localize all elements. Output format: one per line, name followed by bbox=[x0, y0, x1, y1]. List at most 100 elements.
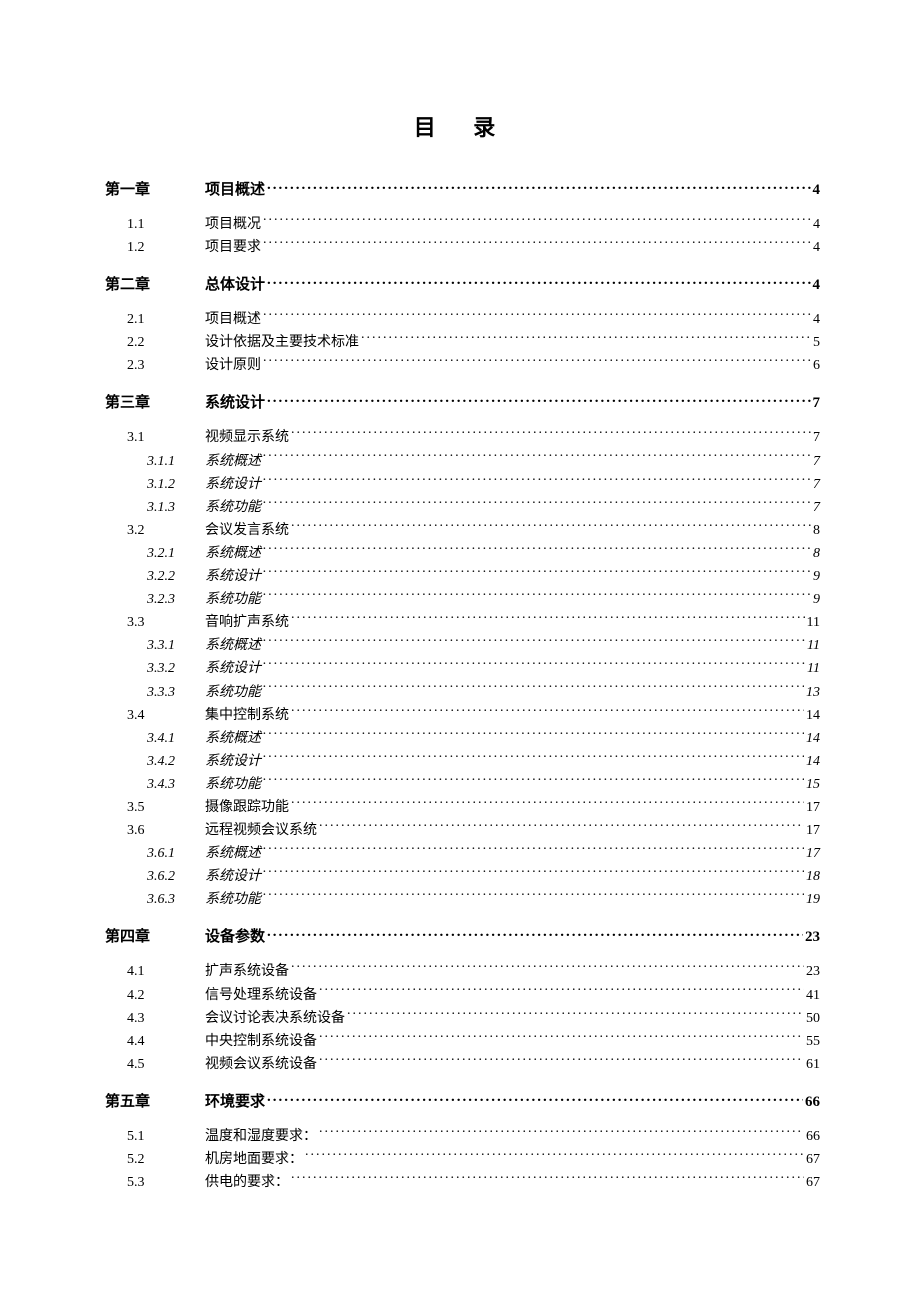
toc-entry[interactable]: 3.3.3系统功能13 bbox=[105, 681, 820, 704]
toc-entry-title: 视频显示系统 bbox=[205, 426, 289, 449]
toc-entry-page: 14 bbox=[806, 750, 820, 773]
toc-entry-title: 系统功能 bbox=[205, 888, 261, 911]
toc-entry-title: 项目概述 bbox=[205, 308, 261, 331]
toc-entry-number: 第一章 bbox=[105, 178, 205, 199]
toc-entry-page: 17 bbox=[806, 842, 820, 865]
toc-entry[interactable]: 3.6.2系统设计18 bbox=[105, 865, 820, 888]
toc-entry-title: 系统功能 bbox=[205, 588, 261, 611]
toc-entry[interactable]: 3.1.1系统概述7 bbox=[105, 450, 820, 473]
toc-entry[interactable]: 3.6远程视频会议系统17 bbox=[105, 819, 820, 842]
toc-entry-number: 4.1 bbox=[105, 960, 205, 983]
toc-entry[interactable]: 3.2.1系统概述8 bbox=[105, 542, 820, 565]
toc-leader-dots bbox=[263, 309, 811, 323]
toc-entry-page: 7 bbox=[813, 450, 820, 473]
toc-entry[interactable]: 2.2设计依据及主要技术标准5 bbox=[105, 331, 820, 354]
toc-entry-number: 2.3 bbox=[105, 354, 205, 377]
toc-entry-number: 4.4 bbox=[105, 1030, 205, 1053]
toc-entry-title: 环境要求 bbox=[205, 1090, 265, 1111]
toc-entry-number: 第二章 bbox=[105, 273, 205, 294]
toc-entry-title: 系统概述 bbox=[205, 450, 261, 473]
toc-entry-page: 50 bbox=[806, 1007, 820, 1030]
toc-entry-title: 远程视频会议系统 bbox=[205, 819, 317, 842]
toc-entry[interactable]: 3.1.2系统设计7 bbox=[105, 473, 820, 496]
toc-entry-number: 3.3.1 bbox=[105, 634, 205, 657]
toc-entry-title: 设计原则 bbox=[205, 354, 261, 377]
toc-entry[interactable]: 3.4集中控制系统14 bbox=[105, 704, 820, 727]
toc-leader-dots bbox=[263, 237, 811, 251]
toc-entry[interactable]: 3.6.1系统概述17 bbox=[105, 842, 820, 865]
toc-entry-number: 3.2.3 bbox=[105, 588, 205, 611]
toc-heading: 目 录 bbox=[105, 110, 820, 142]
toc-leader-dots bbox=[263, 866, 804, 880]
toc-leader-dots bbox=[267, 392, 810, 407]
toc-entry[interactable]: 4.4中央控制系统设备55 bbox=[105, 1030, 820, 1053]
toc-entry[interactable]: 1.1项目概况4 bbox=[105, 213, 820, 236]
toc-entry[interactable]: 第五章环境要求66 bbox=[105, 1090, 820, 1111]
toc-entry-number: 第三章 bbox=[105, 391, 205, 412]
toc-leader-dots bbox=[319, 1031, 804, 1045]
toc-entry[interactable]: 3.6.3系统功能 19 bbox=[105, 888, 820, 911]
toc-entry[interactable]: 3.4.1系统概述14 bbox=[105, 727, 820, 750]
toc-entry-number: 2.1 bbox=[105, 308, 205, 331]
toc-entry-page: 6 bbox=[813, 354, 820, 377]
toc-entry[interactable]: 1.2项目要求4 bbox=[105, 236, 820, 259]
toc-entry[interactable]: 3.4.3系统功能15 bbox=[105, 773, 820, 796]
toc-entry[interactable]: 3.4.2系统设计14 bbox=[105, 750, 820, 773]
toc-leader-dots bbox=[263, 682, 804, 696]
toc-entry-number: 3.6.3 bbox=[105, 888, 205, 911]
toc-entry[interactable]: 第二章总体设计 4 bbox=[105, 273, 820, 294]
toc-entry[interactable]: 2.3设计原则 6 bbox=[105, 354, 820, 377]
toc-entry-number: 4.3 bbox=[105, 1007, 205, 1030]
toc-leader-dots bbox=[291, 612, 805, 626]
toc-entry-number: 5.2 bbox=[105, 1148, 205, 1171]
toc-entry[interactable]: 4.3会议讨论表决系统设备50 bbox=[105, 1007, 820, 1030]
toc-entry-page: 9 bbox=[813, 565, 820, 588]
toc-entry-title: 摄像跟踪功能 bbox=[205, 796, 289, 819]
toc-entry[interactable]: 3.3音响扩声系统11 bbox=[105, 611, 820, 634]
toc-entry[interactable]: 2.1项目概述4 bbox=[105, 308, 820, 331]
toc-container: 第一章项目概述41.1项目概况41.2项目要求4第二章总体设计42.1项目概述4… bbox=[105, 178, 820, 1194]
toc-leader-dots bbox=[263, 728, 804, 742]
toc-entry[interactable]: 第一章项目概述4 bbox=[105, 178, 820, 199]
toc-entry-page: 7 bbox=[813, 426, 820, 449]
toc-entry[interactable]: 3.1视频显示系统7 bbox=[105, 426, 820, 449]
toc-entry-number: 1.1 bbox=[105, 213, 205, 236]
toc-entry-page: 4 bbox=[813, 277, 821, 294]
toc-entry-title: 系统设计 bbox=[205, 865, 261, 888]
toc-entry[interactable]: 4.1扩声系统设备23 bbox=[105, 960, 820, 983]
toc-entry-title: 会议发言系统 bbox=[205, 519, 289, 542]
toc-entry-number: 4.2 bbox=[105, 984, 205, 1007]
toc-entry-page: 17 bbox=[806, 819, 820, 842]
toc-entry-title: 集中控制系统 bbox=[205, 704, 289, 727]
toc-entry[interactable]: 3.1.3系统功能7 bbox=[105, 496, 820, 519]
toc-entry[interactable]: 3.3.2系统设计11 bbox=[105, 657, 820, 680]
toc-entry[interactable]: 3.5摄像跟踪功能17 bbox=[105, 796, 820, 819]
toc-leader-dots bbox=[263, 474, 811, 488]
toc-entry-title: 系统概述 bbox=[205, 634, 261, 657]
toc-entry[interactable]: 3.2会议发言系统8 bbox=[105, 519, 820, 542]
toc-entry-title: 中央控制系统设备 bbox=[205, 1030, 317, 1053]
toc-entry-page: 67 bbox=[806, 1148, 820, 1171]
toc-entry[interactable]: 5.1温度和湿度要求：66 bbox=[105, 1125, 820, 1148]
toc-leader-dots bbox=[263, 543, 811, 557]
toc-entry[interactable]: 3.3.1系统概述11 bbox=[105, 634, 820, 657]
toc-leader-dots bbox=[263, 843, 804, 857]
toc-entry[interactable]: 4.2信号处理系统设备41 bbox=[105, 984, 820, 1007]
toc-entry[interactable]: 3.2.3系统功能9 bbox=[105, 588, 820, 611]
toc-entry-page: 61 bbox=[806, 1053, 820, 1076]
toc-entry-title: 系统功能 bbox=[205, 773, 261, 796]
toc-entry-title: 项目概述 bbox=[205, 178, 265, 199]
toc-entry[interactable]: 第四章设备参数23 bbox=[105, 925, 820, 946]
toc-entry-page: 13 bbox=[806, 681, 820, 704]
toc-entry-title: 总体设计 bbox=[205, 273, 265, 294]
toc-entry-title: 系统概述 bbox=[205, 727, 261, 750]
toc-leader-dots bbox=[263, 589, 811, 603]
toc-entry[interactable]: 4.5视频会议系统设备61 bbox=[105, 1053, 820, 1076]
toc-entry[interactable]: 5.3供电的要求：67 bbox=[105, 1171, 820, 1194]
toc-entry[interactable]: 3.2.2系统设计9 bbox=[105, 565, 820, 588]
toc-entry-page: 7 bbox=[813, 496, 820, 519]
toc-entry-page: 19 bbox=[806, 888, 820, 911]
toc-entry[interactable]: 第三章系统设计7 bbox=[105, 391, 820, 412]
toc-entry[interactable]: 5.2机房地面要求：67 bbox=[105, 1148, 820, 1171]
toc-entry-page: 41 bbox=[806, 984, 820, 1007]
